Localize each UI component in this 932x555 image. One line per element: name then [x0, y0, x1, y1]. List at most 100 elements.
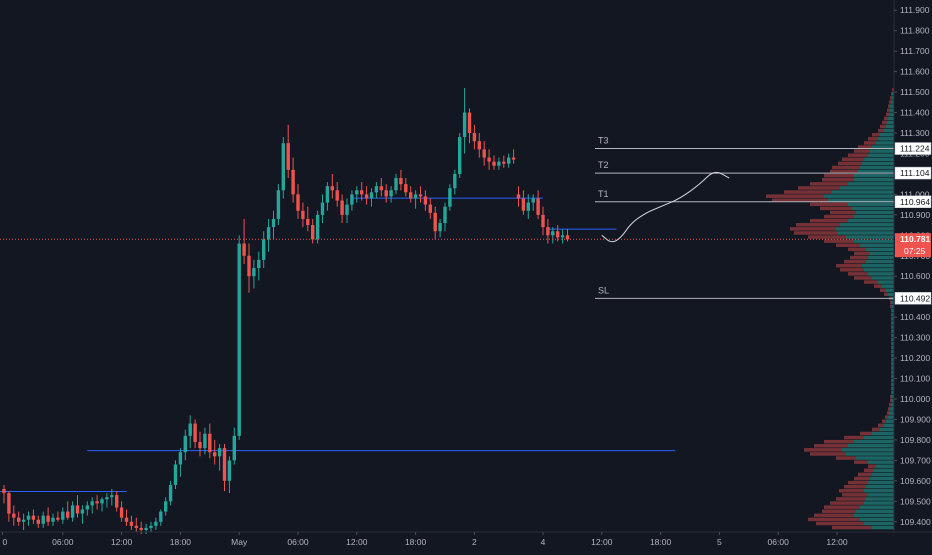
volume-profile-bar-down	[891, 321, 892, 325]
volume-profile-bar-up	[886, 419, 894, 423]
candle-body	[477, 141, 481, 150]
volume-profile-bar-up	[856, 509, 894, 513]
candle-body	[340, 200, 344, 215]
volume-profile-bar-up	[890, 108, 894, 112]
volume-profile-bar-up	[872, 525, 894, 530]
candle-body	[497, 161, 501, 166]
candle-body	[345, 204, 349, 215]
candle-body	[320, 202, 325, 215]
candle-body	[252, 268, 256, 277]
candle-body	[462, 112, 467, 138]
axes-group	[0, 0, 932, 533]
x-axis-ticks[interactable]: 0 06:00 12:00 18:00 May 06:00 12:00 18:00 2 4 12:0…	[2, 532, 848, 547]
volume-profile-bar-up	[846, 235, 894, 239]
volume-profile-bar-down	[840, 268, 864, 272]
volume-profile-bar-up	[876, 141, 894, 145]
volume-profile-bar-up	[892, 370, 894, 374]
volume-profile-bar-down	[820, 206, 852, 211]
y-tick-label: 110.400	[900, 312, 930, 322]
volume-profile-bar-down	[836, 263, 862, 268]
candle-body	[80, 509, 85, 514]
volume-profile-bar-up	[868, 272, 894, 276]
x-tick-label: 06:00	[52, 537, 74, 547]
x-tick-label: 06:00	[768, 537, 790, 547]
candle-body	[168, 484, 173, 502]
volume-profile-bar-up	[856, 210, 894, 215]
candle-body	[100, 499, 104, 504]
volume-profile-bar-up	[864, 521, 894, 526]
volume-profile-bar-down	[887, 108, 890, 112]
candle-body	[222, 448, 227, 481]
volume-profile-bar-up	[878, 137, 894, 141]
volume-profile-bar-up	[864, 489, 894, 493]
volume-profile-bar-up	[888, 415, 894, 419]
volume-profile-bar-down	[888, 407, 890, 411]
candle-body	[556, 231, 560, 238]
candle-body	[247, 255, 251, 277]
volume-profile-bar-down	[887, 411, 889, 415]
volume-profile-bar-up	[864, 501, 894, 505]
candle-body	[374, 186, 379, 193]
candle-body	[41, 515, 45, 524]
volume-profile-bar-down	[810, 218, 848, 223]
y-tick-label: 110.900	[900, 210, 930, 220]
volume-profile-bar-up	[868, 255, 894, 260]
y-tick-label: 111.300	[900, 128, 930, 138]
y-tick-label: 111.000	[900, 189, 930, 199]
volume-profile-bar-up	[854, 178, 894, 182]
volume-profile-bar-up	[892, 325, 894, 329]
volume-profile-bar-down	[872, 133, 880, 137]
current-price-value: 110.781	[900, 234, 931, 244]
volume-profile-bar-down	[839, 489, 864, 493]
volume-profile-bar-down	[794, 231, 838, 235]
volume-profile-bar-up	[824, 194, 894, 198]
candle-body	[90, 501, 94, 506]
volume-profile-bar-down	[892, 87, 893, 92]
volume-profile-bar-up	[892, 337, 894, 342]
candle-body	[12, 513, 16, 518]
y-tick-label: 110.300	[900, 333, 930, 343]
volume-profile-bar-down	[891, 374, 892, 378]
volume-profile-bar-up	[892, 378, 894, 383]
volume-profile-bar-down	[891, 349, 892, 354]
candle-body	[134, 525, 138, 528]
y-tick-label: 111.500	[900, 87, 930, 97]
projection-path-group	[601, 171, 730, 243]
volume-profile-bar-up	[892, 308, 894, 313]
y-tick-label: 111.800	[900, 26, 930, 36]
candle-body	[85, 505, 89, 510]
volume-profile-bar-down	[836, 243, 860, 247]
candle-body	[350, 194, 354, 205]
volume-profile-bar-up	[832, 190, 894, 194]
candle-body	[198, 441, 202, 449]
projection-path	[601, 171, 730, 243]
volume-profile-bar-down	[830, 501, 864, 505]
candle-body	[507, 157, 511, 164]
y-tick-label: 109.400	[900, 517, 931, 527]
volume-profile-bar-down	[842, 157, 864, 162]
volume-profile-bar-up	[886, 124, 894, 129]
volume-profile-bar-down	[836, 497, 866, 501]
volume-profile-bar-down	[816, 521, 864, 526]
candle-body	[262, 239, 266, 260]
candle-body	[266, 227, 271, 240]
volume-profile-bar-down	[798, 186, 840, 190]
volume-profile-bar-up	[874, 468, 894, 473]
candle-body	[203, 433, 207, 449]
candle-body	[315, 214, 320, 240]
candle-body	[364, 194, 369, 199]
volume-profile-bar-down	[804, 448, 842, 452]
y-axis-ticks[interactable]: 111.900 111.800 111.700 111.600 111.500 111.4…	[894, 5, 931, 527]
candle-body	[531, 198, 535, 203]
candle-body	[467, 112, 472, 133]
volume-profile-bar-up	[891, 399, 894, 403]
candle-body	[423, 196, 428, 205]
volume-profile-bar-down	[772, 198, 828, 202]
volume-profile-bar-up	[872, 276, 894, 280]
x-tick-label: 4	[541, 537, 546, 547]
volume-profile-bar-down	[858, 472, 872, 477]
volume-profile-bar-up	[892, 374, 894, 378]
